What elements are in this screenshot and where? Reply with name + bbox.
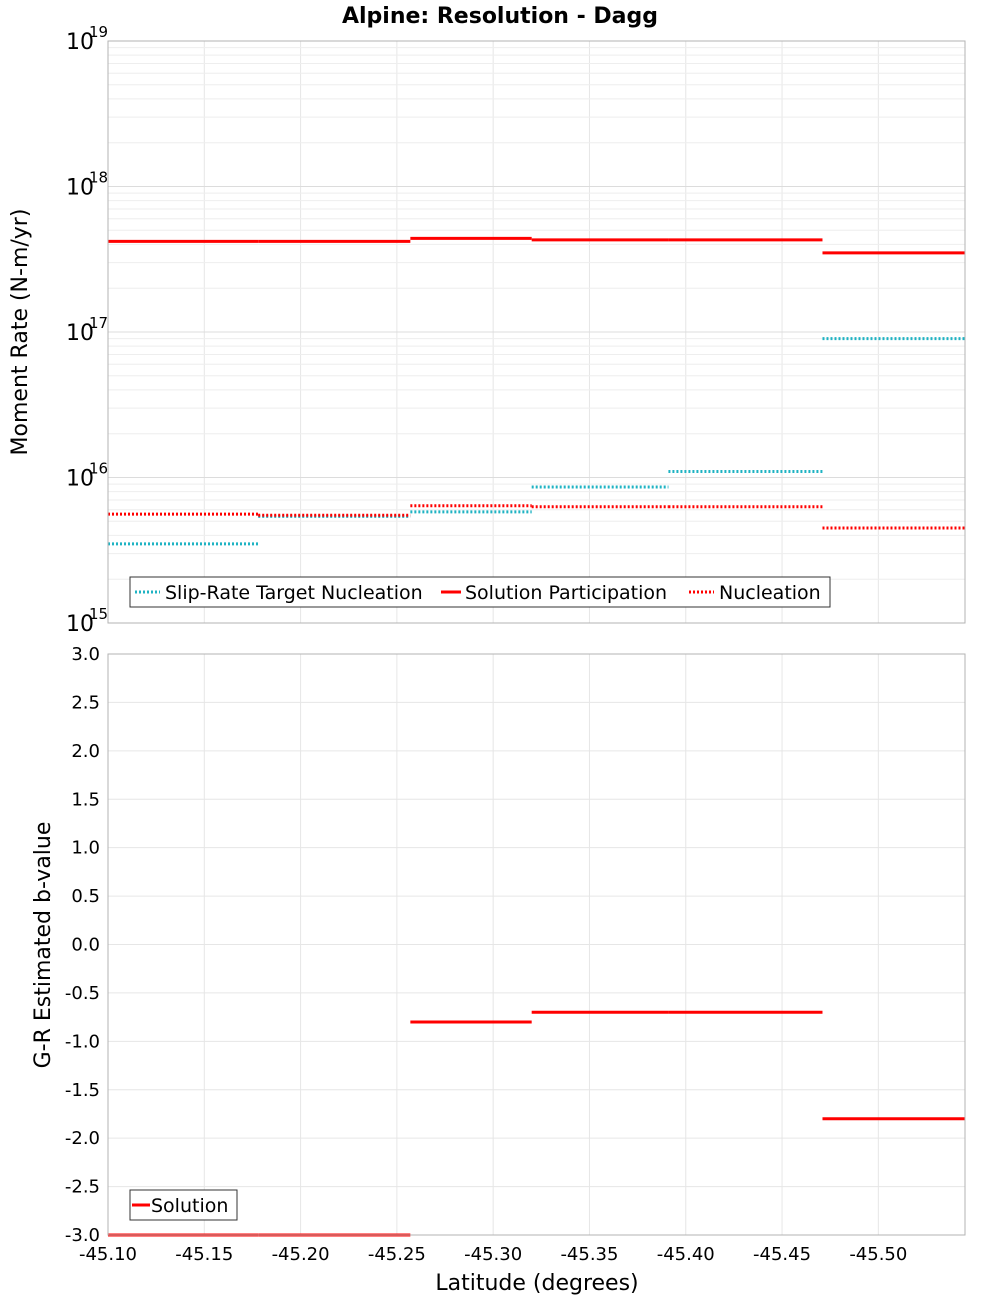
y-tick-label: 10 [66, 176, 94, 201]
moment-rate-y-axis-label: Moment Rate (N-m/yr) [8, 209, 33, 456]
y-tick-label: -3.0 [65, 1225, 100, 1246]
legend-label-solution: Solution [151, 1195, 228, 1217]
x-tick-label: -45.15 [175, 1244, 233, 1265]
y-tick-label: -2.0 [65, 1128, 100, 1149]
y-tick-exponent: 19 [89, 23, 108, 41]
y-tick-label: -2.5 [65, 1177, 100, 1198]
b-value-y-ticks: 3.0 2.5 2.0 1.5 1.0 0.5 0.0 -0.5 -1.0 -1.5 -2.0 -2.… [65, 644, 100, 1246]
moment-rate-series [108, 236, 965, 546]
x-tick-label: -45.20 [272, 1244, 330, 1265]
y-tick-label: -0.5 [65, 983, 100, 1004]
y-tick-label: -1.5 [65, 1080, 100, 1101]
y-tick-label: 2.0 [71, 741, 100, 762]
y-tick-label: 0.0 [71, 935, 100, 956]
latitude-x-ticks: -45.10 -45.15 -45.20 -45.25 -45.30 -45.35 -45.… [79, 1244, 907, 1265]
y-tick-label: 10 [66, 321, 94, 346]
moment-rate-grid [107, 41, 965, 624]
y-tick-label: -1.0 [65, 1031, 100, 1052]
y-tick-exponent: 15 [89, 605, 108, 623]
moment-rate-plot-frame [107, 40, 966, 624]
x-axis-label: Latitude (degrees) [435, 1271, 638, 1296]
x-tick-label: -45.50 [849, 1244, 907, 1265]
legend-label-nucleation: Nucleation [719, 582, 821, 604]
chart-title: Alpine: Resolution - Dagg [342, 4, 658, 29]
y-tick-exponent: 17 [89, 314, 108, 332]
legend-label-slip-rate-target-nucleation: Slip-Rate Target Nucleation [165, 582, 423, 604]
y-tick-label: 3.0 [71, 644, 100, 665]
x-tick-label: -45.40 [657, 1244, 715, 1265]
x-tick-label: -45.10 [79, 1244, 137, 1265]
x-tick-label: -45.30 [464, 1244, 522, 1265]
x-tick-label: -45.45 [753, 1244, 811, 1265]
y-tick-exponent: 16 [89, 460, 108, 478]
legend-label-solution-participation: Solution Participation [465, 582, 667, 604]
y-tick-label: 1.5 [71, 789, 100, 810]
y-tick-label: 2.5 [71, 692, 100, 713]
y-tick-label: 10 [66, 612, 94, 637]
y-tick-label: 0.5 [71, 886, 100, 907]
x-tick-label: -45.35 [560, 1244, 618, 1265]
b-value-grid [107, 653, 965, 1236]
y-tick-label: 10 [66, 467, 94, 492]
y-tick-exponent: 18 [89, 169, 108, 187]
b-value-panel: 3.0 2.5 2.0 1.5 1.0 0.5 0.0 -0.5 -1.0 -1.5 -2.0 -2.… [31, 644, 966, 1296]
moment-rate-legend: Slip-Rate Target Nucleation Solution Par… [129, 576, 831, 608]
b-value-legend: Solution [129, 1189, 238, 1221]
y-tick-label: 10 [66, 30, 94, 55]
y-tick-label: 1.0 [71, 838, 100, 859]
b-value-plot-frame [107, 653, 966, 1236]
x-tick-label: -45.25 [368, 1244, 426, 1265]
b-value-y-axis-label: G-R Estimated b-value [31, 822, 56, 1069]
